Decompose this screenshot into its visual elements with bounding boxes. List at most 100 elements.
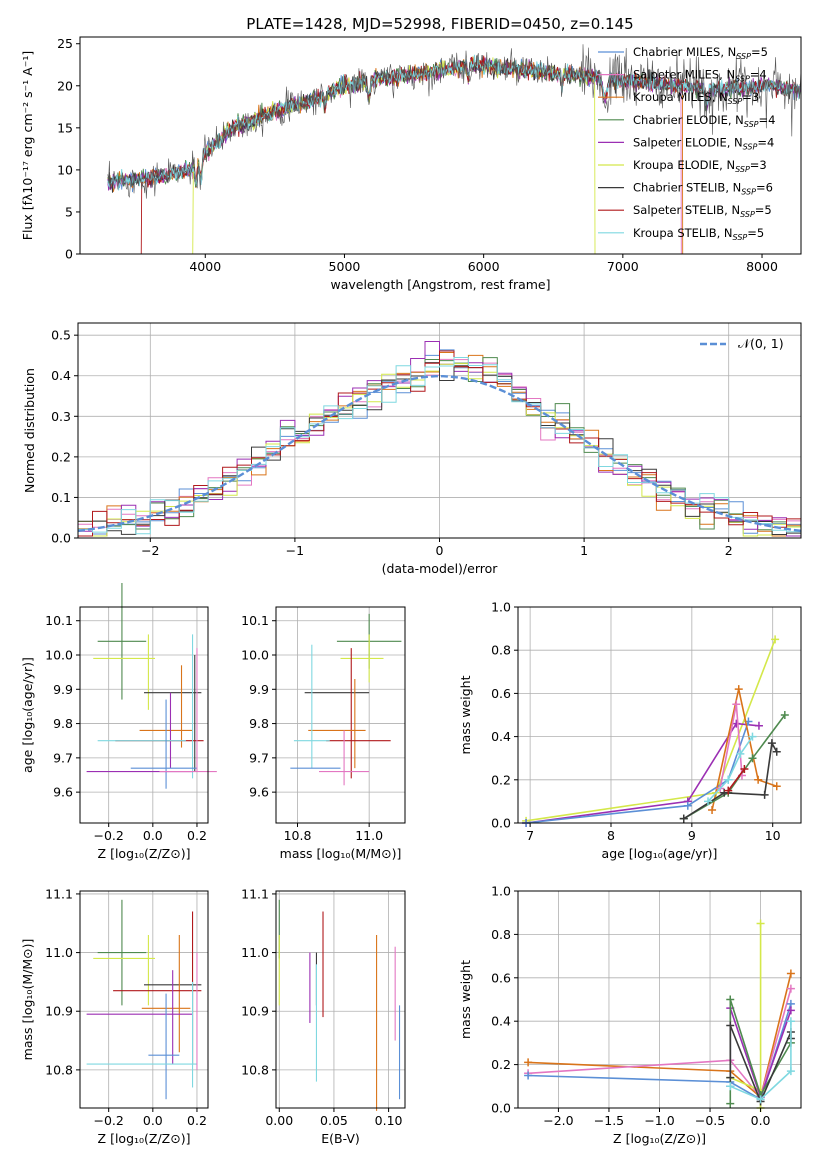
x-axis-label: Z [log₁₀(Z/Z⊙)] — [613, 1131, 706, 1146]
x-tick-label: 0.05 — [320, 1113, 348, 1128]
plot-area — [78, 341, 801, 537]
x-tick-label: 5000 — [329, 259, 361, 274]
chart-residuals: −2 −1 0 1 2 0.0 0.1 0.2 0.3 0.4 0.5 (data-model)/er… — [22, 322, 802, 576]
y-axis-label: mass weight — [458, 960, 473, 1039]
chart-weight_vs_age: 7 8 9 10 0.0 0.2 0.4 0.6 0.8 1.0 age [log₁₀(age/yr… — [458, 600, 802, 861]
y-tick-label: 0.6 — [491, 970, 511, 985]
legend-label: 𝒩(0, 1) — [738, 336, 784, 351]
weight-marker — [754, 721, 763, 730]
axes-frame — [517, 606, 802, 824]
y-tick-label: 0.8 — [491, 927, 511, 942]
y-tick-label: 9.6 — [249, 785, 269, 800]
weight-marker — [732, 719, 741, 728]
y-tick-label: 0.4 — [491, 729, 511, 744]
legend-label: Salpeter ELODIE, NSSP=4 — [633, 135, 774, 151]
weight-marker — [760, 790, 769, 799]
x-tick-label: 2 — [725, 543, 733, 558]
x-tick-label: −0.5 — [695, 1113, 725, 1128]
y-tick-label: 9.9 — [249, 682, 269, 697]
y-tick-label: 11.0 — [241, 945, 269, 960]
model-spectrum-line — [107, 56, 684, 254]
y-tick-label: 9.6 — [53, 785, 73, 800]
weight-line — [528, 988, 792, 1099]
x-tick-label: 11.0 — [355, 828, 383, 843]
weight-marker — [772, 782, 781, 791]
y-tick-label: 0.0 — [51, 531, 71, 546]
y-tick-label: 0.1 — [51, 490, 71, 505]
weight-marker — [748, 754, 757, 763]
y-tick-label: 0.5 — [51, 328, 71, 343]
weight-line — [526, 721, 750, 824]
weight-marker — [740, 765, 749, 773]
observed-spectrum-line — [107, 44, 801, 199]
y-axis-label: Flux [fλ10⁻¹⁷ erg cm⁻² s⁻¹ A⁻¹] — [20, 51, 35, 240]
weight-marker — [704, 797, 713, 806]
weight-marker — [767, 739, 776, 748]
x-tick-label: 4000 — [189, 259, 221, 274]
legend-label: Chabrier ELODIE, NSSP=4 — [633, 113, 775, 129]
y-axis-label: Normed distribution — [22, 368, 37, 493]
weight-line — [729, 1021, 792, 1101]
x-tick-label: 0.2 — [187, 828, 207, 843]
y-tick-label: 11.1 — [45, 886, 73, 901]
weight-marker — [748, 732, 757, 741]
weight-series — [708, 685, 781, 815]
y-tick-label: 25 — [57, 36, 73, 51]
x-axis-label: wavelength [Angstrom, rest frame] — [330, 277, 550, 292]
weight-series — [704, 732, 757, 806]
weight-marker — [786, 1006, 795, 1015]
legend-label: Chabrier STELIB, NSSP=6 — [633, 181, 773, 197]
weight-marker — [683, 801, 692, 810]
weight-series — [679, 739, 781, 823]
axes-frame — [79, 890, 209, 1109]
weight-marker — [780, 711, 789, 719]
x-tick-label: 8000 — [746, 259, 778, 274]
weight-marker — [726, 1073, 735, 1082]
weight-line — [711, 688, 777, 811]
weight-marker — [724, 775, 733, 784]
y-axis-label: age [log₁₀(age/yr)] — [20, 657, 35, 773]
y-tick-label: 0.0 — [491, 816, 511, 831]
weight-series — [716, 700, 746, 793]
y-tick-label: 0.6 — [491, 686, 511, 701]
plot-area — [107, 44, 801, 254]
chart-age_vs_mass: 10.8 11.0 9.6 9.7 9.8 9.9 10.0 10.1 mass [log₁₀(… — [241, 606, 406, 861]
x-tick-label: 7 — [526, 828, 534, 843]
legend-label: Kroupa STELIB, NSSP=5 — [633, 226, 764, 242]
y-tick-label: 0.2 — [491, 772, 511, 787]
legend-label: Chabrier MILES, NSSP=5 — [633, 45, 768, 61]
chart-age_vs_Z: −0.2 0.0 0.2 9.6 9.7 9.8 9.9 10.0 10.1 Z [log₁₀(Z… — [20, 583, 217, 861]
weight-marker — [786, 984, 795, 993]
x-tick-label: 0.0 — [143, 828, 163, 843]
y-tick-label: 0.0 — [491, 1101, 511, 1116]
weight-marker — [708, 806, 717, 815]
y-tick-label: 0.8 — [491, 643, 511, 658]
weight-marker — [524, 1058, 533, 1067]
weight-series — [726, 1017, 795, 1104]
axes-frame — [79, 36, 802, 255]
x-tick-label: 9 — [688, 828, 696, 843]
legend-label: Kroupa ELODIE, NSSP=3 — [633, 158, 767, 174]
y-tick-label: 10.8 — [45, 1062, 73, 1077]
x-axis-label: age [log₁₀(age/yr)] — [602, 846, 718, 861]
weight-marker — [524, 1071, 533, 1080]
y-tick-label: 10.1 — [241, 613, 269, 628]
y-tick-label: 0.2 — [51, 449, 71, 464]
errorbar-point — [97, 899, 147, 1006]
weight-marker — [756, 1095, 765, 1104]
weight-series — [522, 635, 780, 825]
x-tick-label: −1.5 — [594, 1113, 624, 1128]
weight-line — [727, 768, 746, 792]
normal-curve — [78, 375, 801, 533]
y-tick-label: 5 — [65, 204, 73, 219]
x-tick-label: 0.10 — [375, 1113, 403, 1128]
y-tick-label: 11.1 — [241, 886, 269, 901]
axes-frame — [79, 606, 209, 824]
weight-marker — [772, 747, 781, 756]
y-tick-label: 1.0 — [491, 600, 511, 615]
y-axis-label: mass [log₁₀(M/M⊙)] — [20, 939, 35, 1061]
x-axis-label: E(B-V) — [321, 1131, 360, 1146]
weight-marker — [726, 1099, 735, 1108]
weight-marker — [720, 788, 729, 797]
